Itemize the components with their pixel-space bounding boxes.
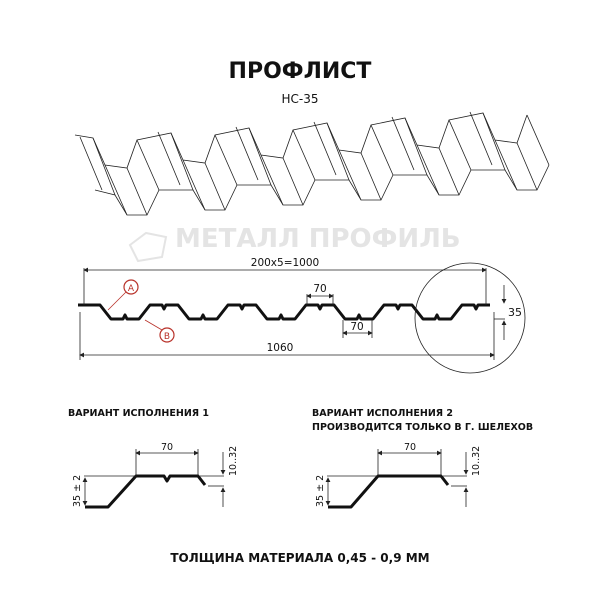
variant-2-width-label: 70: [404, 442, 416, 453]
variant-1: ВАРИАНТ ИСПОЛНЕНИЯ 1 70 10..32 35 ± 2: [68, 408, 239, 509]
sheet-edge: [74, 112, 528, 169]
sheet-rib: [79, 136, 160, 216]
sheet-rib: [313, 121, 394, 201]
sheet-rib: [469, 111, 550, 191]
variant-1-width-label: 70: [161, 442, 173, 453]
marker-a-label: A: [128, 284, 135, 294]
variant-2-label: ВАРИАНТ ИСПОЛНЕНИЯ 2: [312, 408, 453, 419]
page-title: ПРОФЛИСТ: [229, 59, 372, 84]
marker-b-label: B: [164, 332, 170, 342]
variant-1-height-label: 35 ± 2: [72, 475, 83, 507]
variant-2: ВАРИАНТ ИСПОЛНЕНИЯ 2 ПРОИЗВОДИТСЯ ТОЛЬКО…: [312, 408, 533, 509]
variant-2-profile: [328, 474, 450, 509]
sheet-rib: [157, 131, 238, 211]
dimension-height-label: 35: [508, 306, 522, 319]
dimension-bottom-label: 70: [350, 321, 363, 333]
watermark: МЕТАЛЛ ПРОФИЛЬ: [128, 224, 461, 263]
page-subtitle: НС-35: [281, 92, 318, 106]
dimension-top-label: 70: [313, 283, 326, 295]
watermark-logo-icon: [128, 231, 168, 263]
material-thickness-note: ТОЛЩИНА МАТЕРИАЛА 0,45 - 0,9 ММ: [170, 551, 429, 565]
marker-a: [123, 279, 139, 295]
variant-2-note: ПРОИЗВОДИТСЯ ТОЛЬКО В Г. ШЕЛЕХОВ: [312, 422, 533, 433]
variant-2-edge-label: 10..32: [471, 446, 482, 476]
sheet-rib: [391, 116, 472, 196]
dimension-total-label: 1060: [267, 342, 294, 354]
variant-1-label: ВАРИАНТ ИСПОЛНЕНИЯ 1: [68, 408, 209, 419]
detail-circle: [414, 262, 526, 374]
main-profile: 200x5=1000 1060 70 70 35 A B: [78, 257, 526, 374]
profile-line: [78, 303, 490, 321]
variant-1-edge-label: 10..32: [228, 446, 239, 476]
sheet-rib: [235, 126, 316, 206]
variant-2-height-label: 35 ± 2: [315, 475, 326, 507]
watermark-text: МЕТАЛЛ ПРОФИЛЬ: [175, 224, 461, 254]
marker-b: [159, 327, 175, 343]
dimension-pitch-label: 200x5=1000: [251, 257, 319, 269]
sheet-edge: [94, 164, 550, 216]
variant-1-profile: [85, 474, 207, 509]
sheet-perspective-drawing: [74, 111, 550, 216]
